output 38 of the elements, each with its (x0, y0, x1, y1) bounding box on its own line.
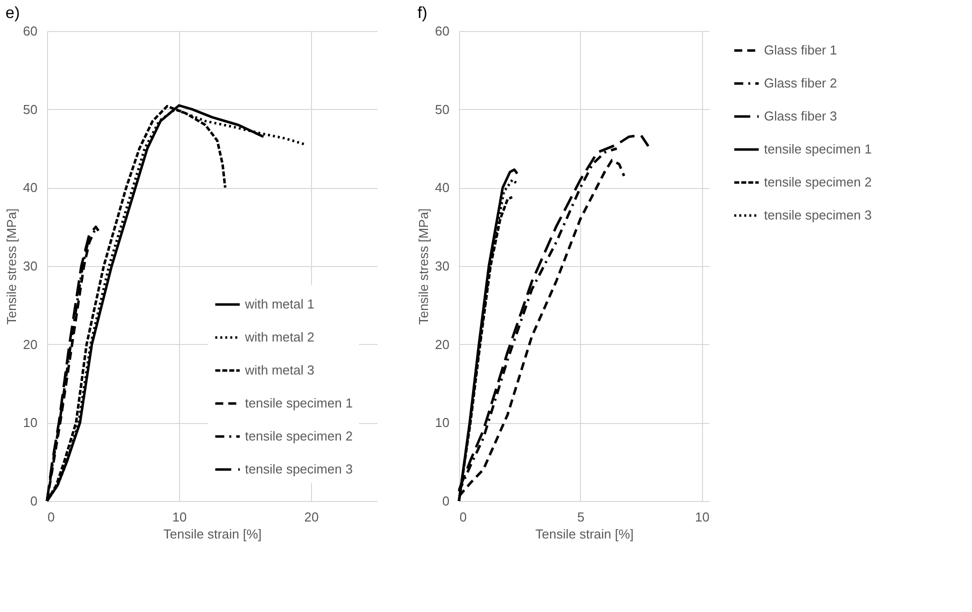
y-tick-label: 20 (435, 336, 450, 352)
legend-label: tensile specimen 2 (245, 428, 353, 444)
y-tick-label: 0 (30, 494, 38, 508)
x-tick-label: 20 (304, 510, 319, 524)
x-tick-label: 10 (172, 510, 187, 524)
legend-label: tensile specimen 3 (245, 462, 353, 476)
legend-label: Glass fiber 1 (764, 42, 837, 58)
y-tick-label: 0 (442, 494, 450, 508)
y-tick-label: 30 (23, 258, 38, 274)
legend-label: with metal 3 (244, 362, 314, 378)
legend-label: with metal 1 (244, 296, 314, 312)
legend-label: tensile specimen 1 (764, 142, 872, 156)
y-tick-label: 60 (23, 24, 38, 38)
x-tick-label: 0 (48, 510, 55, 524)
legend-label: tensile specimen 3 (764, 208, 872, 222)
x-tick-label: 0 (460, 510, 467, 524)
x-axis-title: Tensile strain [%] (163, 526, 262, 542)
y-tick-label: 40 (435, 180, 450, 196)
x-axis-title: Tensile strain [%] (535, 526, 634, 542)
y-axis-title: Tensile stress [MPa] (4, 208, 20, 325)
legend-label: tensile specimen 1 (245, 396, 353, 410)
y-tick-label: 30 (435, 258, 450, 274)
x-tick-label: 5 (577, 510, 584, 524)
y-tick-label: 40 (23, 180, 38, 196)
y-tick-label: 10 (435, 415, 450, 430)
chart-title: f) (418, 5, 428, 22)
legend-label: Glass fiber 3 (764, 108, 837, 124)
chart-title: e) (6, 5, 20, 22)
legend-label: Glass fiber 2 (764, 76, 837, 90)
y-axis-title: Tensile stress [MPa] (416, 208, 432, 325)
y-tick-label: 10 (23, 415, 38, 430)
x-tick-label: 10 (694, 510, 710, 524)
legend-label: with metal 2 (244, 330, 314, 344)
y-tick-label: 50 (23, 102, 38, 117)
y-tick-label: 20 (23, 336, 38, 352)
y-tick-label: 50 (435, 102, 450, 117)
y-tick-label: 60 (435, 24, 450, 38)
legend-label: tensile specimen 2 (764, 174, 872, 190)
